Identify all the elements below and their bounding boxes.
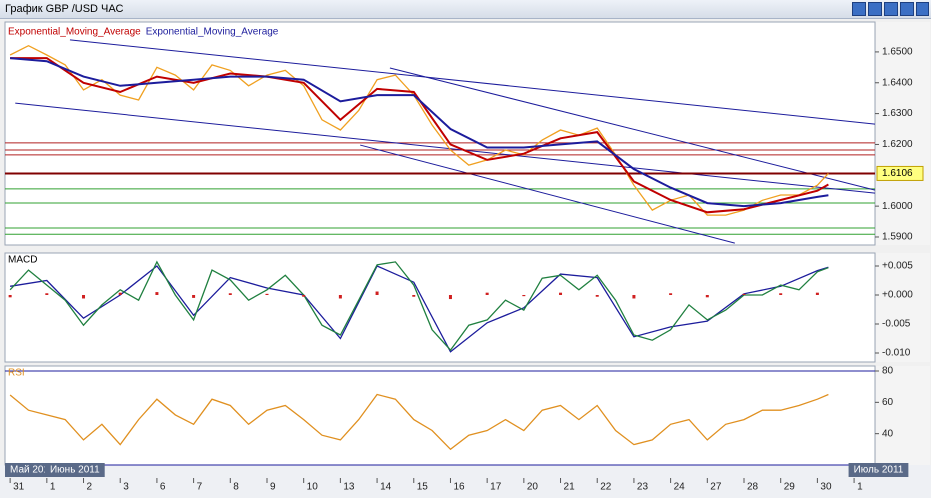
y-tick-label: 80: [882, 366, 894, 377]
y-tick-label: 1.6500: [882, 47, 913, 58]
x-tick-label: 1: [50, 482, 56, 493]
legend-entry: Exponential_Moving_Average: [146, 27, 279, 38]
period-label-box: [44, 463, 105, 477]
series-line: [9, 260, 829, 352]
x-tick-label: 8: [233, 482, 239, 493]
histogram-bar: [228, 293, 232, 295]
x-tick-label: 7: [197, 482, 203, 493]
y-tick-label: 1.6000: [882, 201, 913, 212]
histogram-bar: [815, 292, 819, 295]
trend-line: [360, 144, 735, 244]
y-tick-label: 40: [882, 428, 894, 439]
y-tick-label: 1.6300: [882, 108, 913, 119]
histogram-bar: [375, 291, 379, 295]
x-tick-label: 29: [784, 482, 796, 493]
window-button[interactable]: [900, 2, 914, 16]
axis-area: [876, 22, 930, 245]
y-tick-label: 1.6400: [882, 77, 913, 88]
histogram-bar: [632, 294, 636, 299]
histogram-bar: [412, 294, 416, 297]
x-tick-label: 14: [380, 482, 392, 493]
series-line: [9, 393, 829, 451]
histogram-bar: [265, 293, 269, 295]
y-tick-label: 60: [882, 397, 894, 408]
window-title: График GBP /USD ЧАС: [5, 3, 124, 15]
trend-line: [69, 39, 876, 125]
period-label-text: Май 2011: [10, 465, 54, 476]
histogram-bar: [448, 294, 452, 300]
histogram-bar: [669, 293, 673, 295]
window-button[interactable]: [852, 2, 866, 16]
histogram-bar: [118, 292, 122, 295]
y-tick-label: -0.010: [882, 348, 911, 359]
y-tick-label: 1.5900: [882, 232, 913, 243]
legend-entry: Exponential_Moving_Average: [8, 27, 141, 38]
x-tick-label: 17: [490, 482, 502, 493]
x-tick-label: 24: [674, 482, 686, 493]
x-tick-label: 23: [637, 482, 649, 493]
x-tick-label: 9: [270, 482, 276, 493]
histogram-bar: [705, 294, 709, 298]
trend-line: [15, 102, 876, 194]
y-tick-label: +0.005: [882, 261, 913, 272]
x-tick-label: 10: [307, 482, 319, 493]
histogram-bar: [595, 294, 599, 297]
histogram-bar: [485, 292, 489, 295]
histogram-bar: [559, 292, 563, 295]
axis-area: [876, 366, 930, 465]
plot-area: [4, 252, 876, 363]
x-tick-label: 28: [747, 482, 759, 493]
x-tick-label: 1: [857, 482, 863, 493]
x-tick-label: 20: [527, 482, 539, 493]
last-price-box: [876, 165, 924, 181]
window-button[interactable]: [868, 2, 882, 16]
y-tick-label: +0.000: [882, 290, 913, 301]
x-tick-label: 30: [820, 482, 832, 493]
window-button[interactable]: [884, 2, 898, 16]
histogram-bar: [302, 294, 306, 297]
histogram-bar: [155, 292, 159, 295]
histogram-bar: [338, 294, 342, 299]
histogram-bar: [779, 293, 783, 295]
x-tick-label: 22: [600, 482, 612, 493]
axis-strip: [0, 465, 931, 498]
plot-area: [4, 365, 876, 466]
period-label-text: Июль 2011: [854, 465, 904, 476]
x-tick-label: 13: [343, 482, 355, 493]
histogram-bar: [45, 293, 49, 295]
histogram-bar: [742, 293, 746, 295]
axis-area: [876, 253, 930, 362]
histogram-bar: [8, 294, 12, 298]
panel-title: RSI: [8, 368, 25, 379]
x-tick-label: 2: [87, 482, 93, 493]
y-tick-label: 1.6200: [882, 139, 913, 150]
period-label: Июнь 2011: [44, 463, 105, 477]
x-tick-label: 6: [160, 482, 166, 493]
y-tick-label: -0.005: [882, 319, 911, 330]
histogram-bar: [82, 294, 86, 299]
x-tick-label: 27: [710, 482, 722, 493]
x-tick-label: 16: [453, 482, 465, 493]
period-label-text: Июнь 2011: [50, 465, 100, 476]
x-tick-label: 15: [417, 482, 429, 493]
histogram-bar: [192, 294, 196, 298]
histogram-bar: [522, 294, 526, 297]
series-line: [10, 57, 829, 208]
x-tick-label: 3: [123, 482, 129, 493]
title-bar: График GBP /USD ЧАС: [0, 0, 931, 19]
window-button[interactable]: [916, 2, 929, 16]
period-label-box: [848, 463, 909, 477]
period-label: Июль 2011: [848, 463, 909, 477]
last-price-label: 1.6106: [882, 168, 913, 179]
trend-line: [389, 67, 876, 191]
series-line: [10, 57, 829, 214]
x-tick-label: 31: [13, 482, 25, 493]
x-tick-label: 21: [564, 482, 576, 493]
panel-title: MACD: [8, 255, 37, 266]
plot-area: [4, 21, 876, 246]
